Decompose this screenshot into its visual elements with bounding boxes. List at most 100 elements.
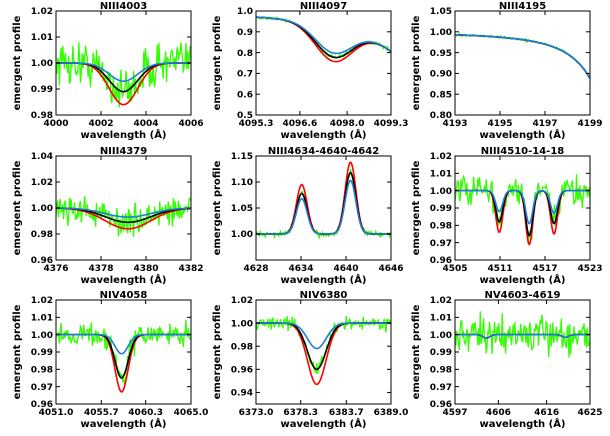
plot-frame bbox=[454, 155, 591, 261]
model-black-line bbox=[56, 62, 191, 93]
y-axis-label: emergent profile bbox=[411, 304, 422, 399]
y-tick-label: 1.05 bbox=[231, 204, 253, 214]
plot-frame bbox=[255, 155, 392, 261]
observed-spectrum-line bbox=[455, 174, 590, 245]
x-tick-label: 4195 bbox=[487, 119, 512, 129]
y-tick-label: 1.02 bbox=[231, 296, 253, 306]
y-axis-label: emergent profile bbox=[12, 15, 23, 110]
x-tick-label: 4095.3 bbox=[239, 119, 274, 129]
x-axis-label: wavelength (Å) bbox=[80, 417, 166, 430]
x-tick-label: 4523 bbox=[577, 264, 602, 274]
y-tick-label: 0.90 bbox=[430, 70, 452, 80]
model-red-line bbox=[256, 161, 391, 235]
panel-title: NIII4379 bbox=[100, 146, 147, 157]
plot-frame bbox=[255, 10, 392, 116]
y-tick-label: 1.02 bbox=[31, 178, 53, 188]
y-tick-label: 0.99 bbox=[31, 85, 53, 95]
y-tick-label: 1.00 bbox=[31, 59, 53, 69]
y-tick-label: 0.80 bbox=[430, 111, 452, 121]
y-axis-label: emergent profile bbox=[411, 160, 422, 255]
model-red-line bbox=[56, 333, 191, 393]
x-tick-label: 4382 bbox=[178, 264, 203, 274]
y-tick-label: 0.98 bbox=[31, 111, 53, 121]
model-black-line bbox=[256, 171, 391, 235]
y-tick-label: 0.98 bbox=[430, 222, 452, 232]
y-tick-label: 1.02 bbox=[430, 152, 452, 162]
observed-spectrum-line bbox=[56, 42, 191, 108]
y-tick-label: 0.96 bbox=[31, 256, 53, 266]
y-tick-label: 0.98 bbox=[430, 366, 452, 376]
x-tick-label: 4380 bbox=[133, 264, 158, 274]
x-tick-label: 4606 bbox=[486, 408, 511, 418]
observed-spectrum-line bbox=[256, 15, 391, 60]
chart-panel-5: 4628 4634 4640 4646 1.00 1.05 1.10 1.15 NIII4634… bbox=[212, 146, 404, 286]
model-red-line bbox=[56, 62, 191, 106]
y-tick-label: 0.6 bbox=[237, 90, 253, 100]
model-blue-line bbox=[455, 33, 590, 79]
y-axis-label: emergent profile bbox=[12, 304, 23, 399]
panel-title: NIII4634-4640-4642 bbox=[268, 146, 379, 157]
y-axis-label: emergent profile bbox=[212, 15, 223, 110]
observed-spectrum-line bbox=[56, 319, 191, 387]
y-tick-label: 0.99 bbox=[31, 348, 53, 358]
x-tick-label: 4051.0 bbox=[39, 408, 74, 418]
y-tick-label: 0.96 bbox=[231, 366, 253, 376]
model-blue-line bbox=[455, 333, 590, 339]
panel-title: NV4603-4619 bbox=[485, 290, 561, 301]
chart-panel-1: 4000 4002 4004 4006 0.98 0.99 1.00 1.01 1.02 NIII… bbox=[12, 1, 204, 141]
model-black-line bbox=[256, 16, 391, 59]
y-tick-label: 1.00 bbox=[231, 319, 253, 329]
x-axis-label: wavelength (Å) bbox=[280, 273, 366, 286]
x-tick-label: 4000 bbox=[43, 119, 68, 129]
y-tick-label: 1.0 bbox=[237, 7, 253, 17]
x-axis-label: wavelength (Å) bbox=[80, 273, 166, 286]
y-axis-label: emergent profile bbox=[12, 160, 23, 255]
y-tick-label: 1.02 bbox=[31, 296, 53, 306]
y-axis-label: emergent profile bbox=[212, 304, 223, 399]
y-tick-label: 0.94 bbox=[231, 389, 253, 399]
x-tick-label: 4060.3 bbox=[128, 408, 163, 418]
model-blue-line bbox=[256, 322, 391, 350]
y-tick-label: 1.02 bbox=[31, 7, 53, 17]
model-blue-line bbox=[256, 16, 391, 55]
y-tick-label: 0.99 bbox=[430, 348, 452, 358]
chart-panel-2: 4095.3 4096.6 4098.0 4099.3 0.5 0.6 0.7 0.8 0.9 1… bbox=[212, 1, 408, 141]
x-axis-label: wavelength (Å) bbox=[479, 128, 565, 141]
model-blue-line bbox=[56, 333, 191, 355]
y-tick-label: 0.97 bbox=[430, 383, 452, 393]
y-tick-label: 1.00 bbox=[430, 28, 452, 38]
x-tick-label: 6378.3 bbox=[283, 408, 318, 418]
chart-panel-9: 4597 4606 4616 4625 0.96 0.97 0.98 0.99 1.00 1.01… bbox=[411, 290, 603, 430]
chart-panel-6: 4505 4511 4517 4523 0.96 0.97 0.98 0.99 1.00 1.01… bbox=[411, 146, 603, 286]
y-tick-label: 0.96 bbox=[430, 256, 452, 266]
y-tick-label: 0.95 bbox=[430, 49, 452, 59]
x-axis-label: wavelength (Å) bbox=[479, 417, 565, 430]
x-tick-label: 4055.7 bbox=[84, 408, 119, 418]
model-red-line bbox=[256, 16, 391, 63]
y-tick-label: 1.00 bbox=[430, 331, 452, 341]
chart-panel-3: 4193 4195 4197 4199 0.80 0.85 0.90 0.95 1.00 1.05… bbox=[411, 1, 603, 141]
model-blue-line bbox=[256, 179, 391, 235]
y-tick-label: 1.04 bbox=[31, 152, 53, 162]
x-tick-label: 4511 bbox=[487, 264, 512, 274]
x-tick-label: 4098.0 bbox=[330, 119, 365, 129]
x-tick-label: 4096.6 bbox=[283, 119, 318, 129]
x-tick-label: 4197 bbox=[532, 119, 557, 129]
x-tick-label: 4099.3 bbox=[374, 119, 409, 129]
y-tick-label: 0.7 bbox=[237, 70, 253, 80]
y-axis-label: emergent profile bbox=[411, 15, 422, 110]
y-tick-label: 0.96 bbox=[31, 400, 53, 410]
y-tick-label: 1.01 bbox=[31, 33, 53, 43]
y-tick-label: 1.01 bbox=[430, 170, 452, 180]
x-tick-label: 4646 bbox=[378, 264, 403, 274]
y-tick-label: 0.96 bbox=[430, 400, 452, 410]
panel-title: NIII4510-14-18 bbox=[481, 146, 565, 157]
model-blue-line bbox=[455, 189, 590, 225]
y-tick-label: 0.5 bbox=[237, 111, 253, 121]
x-tick-label: 4597 bbox=[442, 408, 467, 418]
chart-panel-7: 4051.0 4055.7 4060.3 4065.0 0.96 0.97 0.98 0.99… bbox=[12, 290, 208, 430]
y-tick-label: 0.98 bbox=[231, 342, 253, 352]
y-tick-label: 0.97 bbox=[430, 239, 452, 249]
x-tick-label: 6373.0 bbox=[239, 408, 274, 418]
